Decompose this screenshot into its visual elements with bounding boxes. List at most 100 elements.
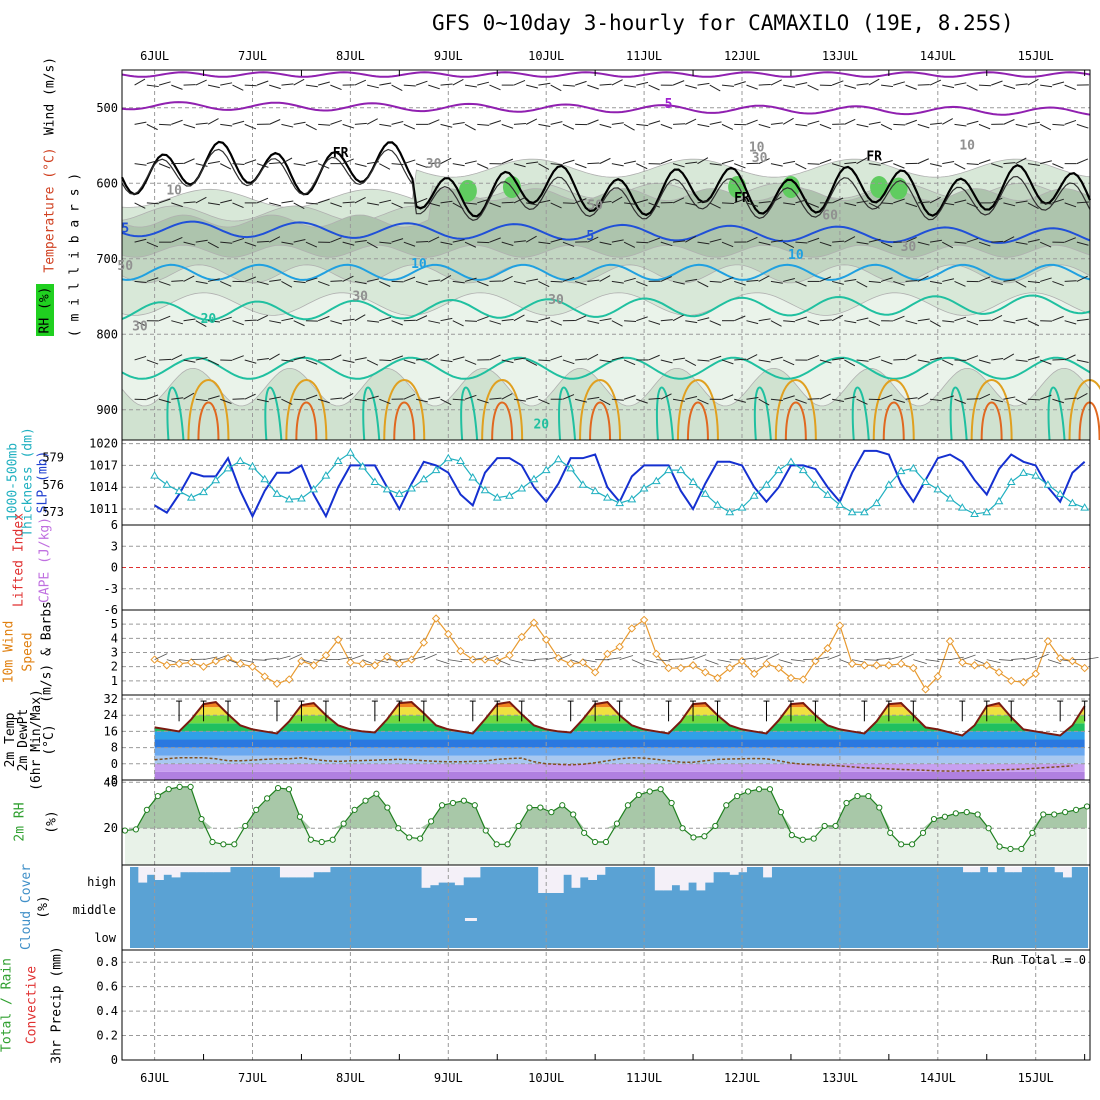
wind-barb-10m <box>766 653 780 660</box>
wind-barb <box>195 280 208 285</box>
cloud-level-label: low <box>94 931 116 945</box>
wind-barb <box>538 317 551 322</box>
wind-barb <box>183 123 196 129</box>
wind-barb <box>623 160 636 165</box>
wind-barb <box>929 239 942 243</box>
thickness-point <box>639 483 649 492</box>
wind-barb <box>342 275 354 282</box>
thickness-point <box>1019 468 1028 476</box>
wind-barb <box>513 398 526 402</box>
wind-barb <box>318 398 330 404</box>
wind-barb <box>526 278 539 282</box>
rh-point <box>996 843 1003 850</box>
wind-barb <box>244 123 257 130</box>
wind-barb <box>269 162 282 165</box>
wind-barb <box>868 121 881 125</box>
thickness-point <box>370 477 380 486</box>
temp-loop-teal <box>264 386 283 441</box>
wind-barb <box>660 123 673 129</box>
thickness-point <box>933 484 943 493</box>
wind-barb <box>220 398 232 404</box>
wind-barb <box>868 202 880 209</box>
wind-barb <box>721 241 734 248</box>
wind-speed-point <box>333 635 343 644</box>
wind-barb-10m <box>582 659 597 663</box>
wind-speed-point <box>297 656 306 666</box>
wind-barb <box>1015 157 1027 165</box>
wind-barb <box>403 393 415 400</box>
lifted-index-tick-label: 0 <box>111 561 118 575</box>
thickness-tick-label: 576 <box>42 478 64 492</box>
wind-barb <box>1064 320 1077 325</box>
wind-barb <box>574 163 587 169</box>
wind-barb <box>746 354 758 361</box>
wind-barb <box>293 356 306 361</box>
wind-barb <box>489 354 501 361</box>
contour-label: 10 <box>749 141 765 156</box>
wind-barb <box>440 317 453 322</box>
temp-loop-red <box>393 401 416 441</box>
wind-speed-point <box>1031 669 1040 678</box>
wind-barb <box>513 314 525 322</box>
wind-barb <box>734 163 746 169</box>
axis-label-upper: Temperature (°C) <box>43 147 58 272</box>
wind-barb <box>807 355 819 361</box>
wind-speed-point <box>652 649 661 659</box>
wind-barb <box>783 202 796 206</box>
wind-barb <box>477 316 489 322</box>
cloud-gap-bar <box>579 867 589 878</box>
wind-barb-10m <box>741 657 756 660</box>
wind-barb <box>183 392 195 400</box>
wind-speed-point <box>639 615 649 625</box>
wind-barb <box>795 241 808 244</box>
wind-barb <box>856 317 869 322</box>
wind-barb <box>195 356 208 361</box>
wind-speed-point <box>285 675 294 684</box>
wind-tick-label: 4 <box>111 631 118 645</box>
wind-barb-10m <box>754 655 768 660</box>
wind-barb <box>171 280 184 282</box>
wind-speed-point <box>909 663 918 673</box>
temp-loop-orange <box>285 379 328 441</box>
thickness-point <box>199 487 208 496</box>
rh-high-blob <box>458 179 477 202</box>
wind-speed-point <box>272 679 282 688</box>
cloud-level-label: middle <box>73 903 116 917</box>
temp-band <box>154 707 1085 716</box>
temp-loop-orange <box>872 379 915 441</box>
rh-point <box>777 809 785 816</box>
rh-point <box>143 806 150 813</box>
wind-barb <box>330 119 342 125</box>
thickness-point <box>945 494 955 502</box>
temp-tick-label: 24 <box>104 708 118 722</box>
day-label-top: 8JUL <box>336 49 365 63</box>
rh-point <box>274 784 282 792</box>
wind-barb <box>587 162 600 165</box>
wind-barb <box>929 356 942 361</box>
thickness-tick-label: 573 <box>42 505 64 519</box>
wind-barb <box>525 118 538 125</box>
wind-barb <box>195 398 208 402</box>
wind-barb <box>244 276 257 282</box>
wind-barb <box>244 241 257 247</box>
wind-barb <box>599 157 611 165</box>
rh-high-blob <box>870 176 889 199</box>
wind-barb-10m <box>717 659 732 663</box>
wind-barb <box>709 84 721 92</box>
temp-loop-orange <box>579 379 622 441</box>
wind-barb <box>685 320 698 324</box>
wind-barb <box>673 123 686 125</box>
wind-barb <box>220 123 233 127</box>
wind-barb <box>428 320 441 324</box>
wind-barb <box>146 160 159 165</box>
wind-barb <box>501 241 514 246</box>
wind-barb <box>403 359 416 364</box>
axis-label-precip: 3hr Precip (mm) <box>50 946 65 1063</box>
temp-loop-orange <box>481 379 524 441</box>
wind-barb <box>880 394 893 400</box>
wind-barb <box>929 196 941 204</box>
wind-barb <box>893 81 905 86</box>
wind-barb <box>403 241 416 247</box>
wind-barb <box>464 394 477 400</box>
wind-barb <box>477 398 489 404</box>
